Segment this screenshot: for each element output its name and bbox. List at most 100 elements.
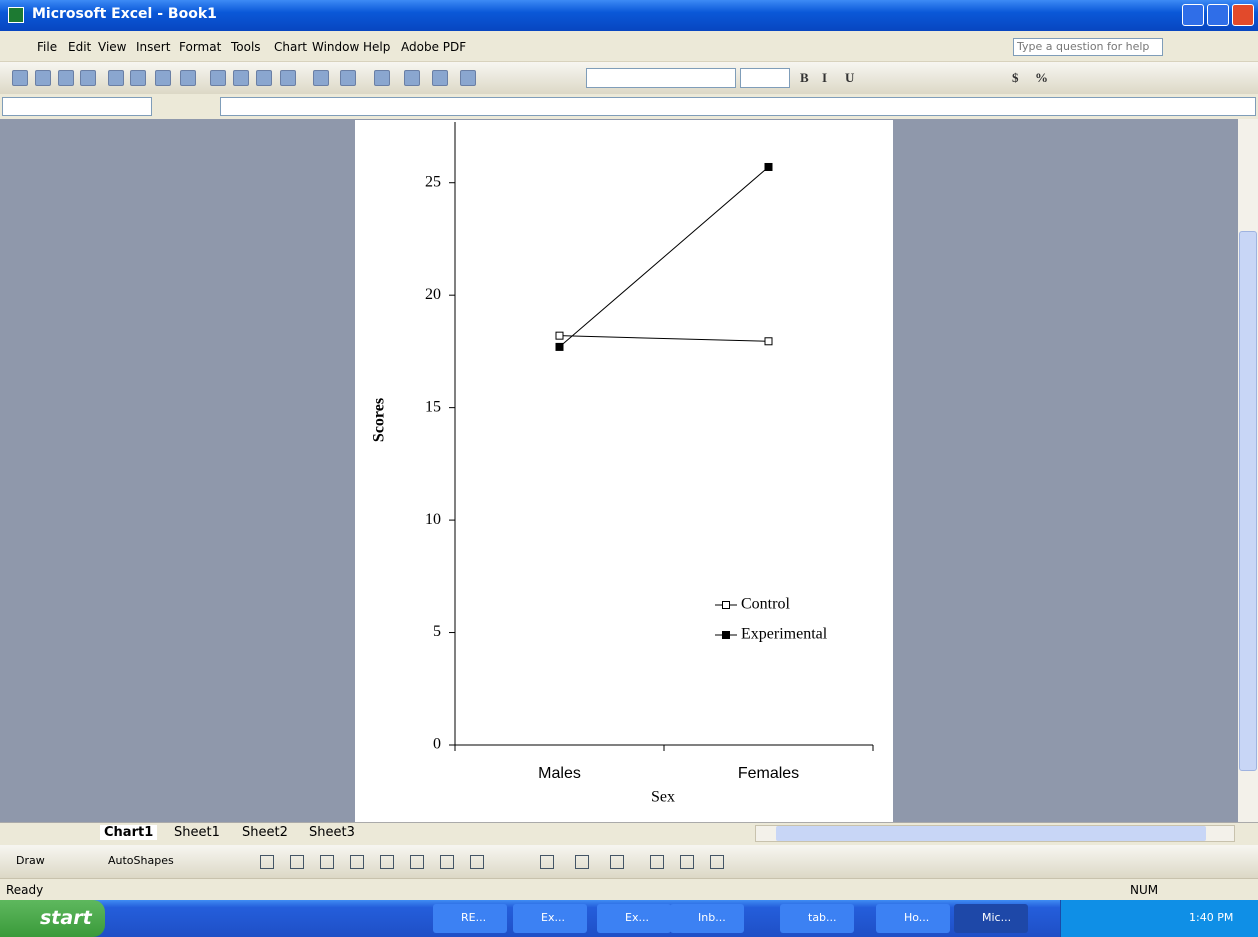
x-tick-label: Males bbox=[538, 765, 581, 782]
draw-tool[interactable] bbox=[260, 855, 274, 869]
draw-tool[interactable] bbox=[710, 855, 724, 869]
toolbar-button[interactable] bbox=[460, 70, 476, 86]
scroll-thumb[interactable] bbox=[776, 826, 1206, 841]
minimize-button[interactable] bbox=[1182, 4, 1204, 26]
toolbar-button[interactable] bbox=[404, 70, 420, 86]
toolbar-button[interactable] bbox=[340, 70, 356, 86]
draw-menu[interactable]: Draw bbox=[16, 854, 45, 867]
menu-item[interactable]: Chart bbox=[274, 40, 307, 54]
y-tick-label: 0 bbox=[433, 736, 441, 753]
toolbar-button[interactable] bbox=[280, 70, 296, 86]
draw-tool[interactable] bbox=[610, 855, 624, 869]
legend-marker bbox=[723, 632, 730, 639]
task-button[interactable]: Ho... bbox=[876, 904, 950, 933]
toolbar-button[interactable] bbox=[80, 70, 96, 86]
status-text: Ready bbox=[6, 883, 43, 897]
draw-tool[interactable] bbox=[290, 855, 304, 869]
legend-marker bbox=[723, 602, 730, 609]
menu-item[interactable]: Window bbox=[312, 40, 359, 54]
sheet-tab[interactable]: Sheet3 bbox=[305, 825, 359, 840]
marker bbox=[765, 338, 772, 345]
draw-tool[interactable] bbox=[575, 855, 589, 869]
taskbar: start 1:40 PM RE...Ex...Ex...Inb...tab..… bbox=[0, 900, 1258, 937]
title-bar: Microsoft Excel - Book1 bbox=[0, 0, 1258, 31]
legend-label: Control bbox=[741, 596, 790, 613]
legend-label: Experimental bbox=[741, 626, 828, 643]
menu-bar: Type a question for help File Edit View Ins… bbox=[0, 31, 1258, 62]
status-bar: Ready NUM bbox=[0, 878, 1258, 900]
clock: 1:40 PM bbox=[1189, 911, 1233, 924]
format-button[interactable]: B bbox=[800, 70, 809, 86]
toolbar-button[interactable] bbox=[180, 70, 196, 86]
toolbar-button[interactable] bbox=[108, 70, 124, 86]
excel-window: Microsoft Excel - Book1 Type a question … bbox=[0, 0, 1258, 937]
sheet-tab[interactable]: Sheet2 bbox=[238, 825, 292, 840]
toolbar-button[interactable] bbox=[58, 70, 74, 86]
scroll-thumb[interactable] bbox=[1239, 231, 1257, 771]
formula-bar bbox=[0, 94, 1258, 119]
toolbar-button[interactable] bbox=[233, 70, 249, 86]
task-button[interactable]: Inb... bbox=[670, 904, 744, 933]
sheet-tab[interactable]: Sheet1 bbox=[170, 825, 224, 840]
font-box[interactable] bbox=[586, 68, 736, 88]
menu-item[interactable]: Adobe PDF bbox=[401, 40, 466, 54]
toolbar-button[interactable] bbox=[313, 70, 329, 86]
draw-tool[interactable] bbox=[410, 855, 424, 869]
toolbar-button[interactable] bbox=[432, 70, 448, 86]
task-button[interactable]: RE... bbox=[433, 904, 507, 933]
toolbar-button[interactable] bbox=[12, 70, 28, 86]
draw-tool[interactable] bbox=[380, 855, 394, 869]
draw-tool[interactable] bbox=[680, 855, 694, 869]
task-button[interactable]: Mic... bbox=[954, 904, 1028, 933]
restore-button[interactable] bbox=[1207, 4, 1229, 26]
format-button[interactable]: U bbox=[845, 70, 854, 86]
drawing-toolbar: Draw AutoShapes bbox=[0, 845, 1258, 878]
name-box[interactable] bbox=[2, 97, 152, 116]
window-title: Microsoft Excel - Book1 bbox=[32, 6, 217, 22]
formula-input[interactable] bbox=[220, 97, 1256, 116]
draw-tool[interactable] bbox=[470, 855, 484, 869]
format-button[interactable]: % bbox=[1035, 70, 1048, 86]
size-box[interactable] bbox=[740, 68, 790, 88]
marker bbox=[556, 343, 563, 350]
chart-area bbox=[355, 120, 893, 822]
draw-tool[interactable] bbox=[440, 855, 454, 869]
app-icon bbox=[8, 7, 24, 23]
menu-item[interactable]: Help bbox=[363, 40, 390, 54]
horizontal-scrollbar[interactable] bbox=[755, 825, 1235, 842]
format-button[interactable]: $ bbox=[1012, 70, 1019, 86]
draw-tool[interactable] bbox=[350, 855, 364, 869]
sheet-tab[interactable]: Chart1 bbox=[100, 825, 157, 840]
task-button[interactable]: Ex... bbox=[513, 904, 587, 933]
start-button[interactable]: start bbox=[0, 900, 105, 937]
draw-tool[interactable] bbox=[320, 855, 334, 869]
draw-tool[interactable] bbox=[540, 855, 554, 869]
close-button[interactable] bbox=[1232, 4, 1254, 26]
y-tick-label: 15 bbox=[425, 398, 441, 415]
y-tick-label: 5 bbox=[433, 623, 441, 640]
toolbar-button[interactable] bbox=[210, 70, 226, 86]
menu-item[interactable]: File bbox=[37, 40, 57, 54]
sheet-tabs-bar: Chart1 Sheet1 Sheet2 Sheet3 bbox=[0, 822, 1258, 843]
help-box[interactable]: Type a question for help bbox=[1013, 38, 1163, 56]
menu-item[interactable]: Edit bbox=[68, 40, 91, 54]
menu-item[interactable]: Tools bbox=[231, 40, 261, 54]
toolbar-button[interactable] bbox=[130, 70, 146, 86]
menu-item[interactable]: Insert bbox=[136, 40, 170, 54]
toolbar-button[interactable] bbox=[256, 70, 272, 86]
menu-item[interactable]: View bbox=[98, 40, 126, 54]
tray: 1:40 PM bbox=[1060, 900, 1258, 937]
vertical-scrollbar[interactable] bbox=[1238, 119, 1258, 822]
task-button[interactable]: Ex... bbox=[597, 904, 671, 933]
format-button[interactable]: I bbox=[822, 70, 827, 86]
start-label: start bbox=[40, 907, 92, 929]
y-tick-label: 10 bbox=[425, 511, 441, 528]
toolbar-button[interactable] bbox=[35, 70, 51, 86]
toolbar-button[interactable] bbox=[374, 70, 390, 86]
autoshapes-menu[interactable]: AutoShapes bbox=[108, 854, 174, 867]
draw-tool[interactable] bbox=[650, 855, 664, 869]
toolbar-button[interactable] bbox=[155, 70, 171, 86]
task-button[interactable]: tab... bbox=[780, 904, 854, 933]
menu-item[interactable]: Format bbox=[179, 40, 221, 54]
